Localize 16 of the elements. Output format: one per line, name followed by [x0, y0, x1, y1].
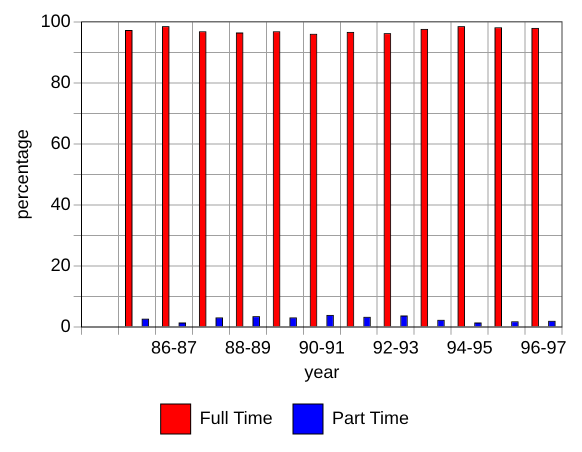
y-tick-label: 20: [50, 254, 71, 275]
y-tick-label: 60: [50, 132, 71, 153]
x-tick-label: 96-97: [520, 338, 567, 358]
y-axis-title: percentage: [12, 129, 32, 220]
x-tick-label: 90-91: [298, 338, 345, 358]
x-axis-title: year: [304, 362, 340, 382]
y-tick-label: 80: [50, 72, 71, 92]
x-tick-label: 94-95: [446, 338, 493, 358]
legend-label: Full Time: [200, 408, 273, 428]
y-tick-label: 100: [40, 10, 71, 31]
legend-label: Part Time: [332, 408, 410, 428]
y-tick-label: 40: [50, 194, 71, 214]
x-tick-label: 92-93: [372, 338, 419, 358]
x-tick-label: 86-87: [150, 338, 198, 358]
y-tick-label: 0: [60, 316, 71, 336]
x-tick-label: 88-89: [224, 338, 271, 358]
